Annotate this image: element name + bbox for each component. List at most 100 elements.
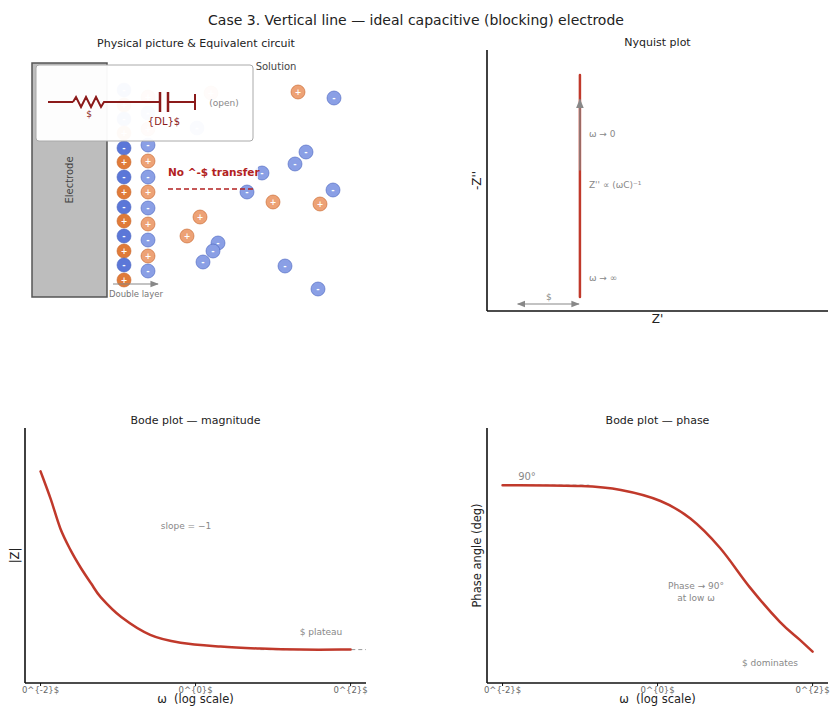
cation <box>313 197 327 211</box>
y-axis-title: |Z| <box>8 548 22 564</box>
ion-sign: + <box>121 247 128 256</box>
capacitor-label: {DL}$ <box>148 116 180 127</box>
wire <box>48 101 73 103</box>
ion-sign: - <box>316 285 319 294</box>
anion <box>141 170 155 184</box>
ion-sign: - <box>146 236 149 245</box>
plot-area <box>579 75 580 297</box>
plot-area <box>41 471 366 649</box>
panel-title: Nyquist plot <box>624 36 691 49</box>
ion-sign: + <box>295 88 302 97</box>
cation <box>117 185 131 199</box>
data-line <box>503 485 813 651</box>
ion-sign: + <box>197 213 204 222</box>
ion-sign: - <box>201 258 204 267</box>
ion-sign: + <box>121 188 128 197</box>
annotation: at low ω <box>677 593 715 603</box>
rs-arrow <box>518 303 579 304</box>
circuit-box <box>36 65 253 141</box>
chart-panel: Bode plot — magnitude0^{-2}$0^{0}$0^{2}$… <box>8 414 368 706</box>
anion <box>141 264 155 278</box>
anion <box>240 185 254 199</box>
annotation: 90° <box>518 471 536 482</box>
ion-sign: - <box>332 94 335 103</box>
resistor-label: $ <box>86 109 92 119</box>
ion-sign: - <box>122 173 125 182</box>
panel-title: Bode plot — phase <box>606 414 710 427</box>
anion <box>196 255 210 269</box>
ion-sign: + <box>121 158 128 167</box>
annotation: $ dominates <box>742 658 798 668</box>
anion <box>117 229 131 243</box>
ion-sign: - <box>122 144 125 153</box>
double-layer-arrow <box>113 283 158 284</box>
anion <box>117 170 131 184</box>
ion-sign: - <box>331 186 334 195</box>
ion-sign: - <box>122 232 125 241</box>
data-line <box>579 75 582 297</box>
panel-title: Physical picture & Equivalent circuit <box>97 37 296 50</box>
x-axis-title: ω (log scale) <box>619 692 696 706</box>
ion-sign: - <box>211 247 214 256</box>
cation <box>180 229 194 243</box>
y-axis <box>486 428 488 683</box>
ion-sign: - <box>304 148 307 157</box>
chart-panel: Bode plot — phase0^{-2}$0^{0}$0^{2}$ω (l… <box>470 414 830 706</box>
ion-sign: - <box>122 261 125 270</box>
x-axis-title: Z' <box>652 312 664 326</box>
omega-direction-arrow <box>579 99 580 170</box>
ion-sign: + <box>317 200 324 209</box>
x-tick-label: 0^{-2}$ <box>22 685 59 695</box>
annotation: ω → ∞ <box>589 273 617 283</box>
x-tick-label: 0^{-2}$ <box>484 685 521 695</box>
y-axis-title: -Z'' <box>470 171 484 190</box>
cation <box>141 249 155 263</box>
x-axis-title: ω (log scale) <box>157 692 234 706</box>
cation <box>117 273 131 287</box>
solution-label: Solution <box>256 61 297 72</box>
open-label: (open) <box>209 98 238 108</box>
cation <box>291 85 305 99</box>
annotation: Z'' ∝ (ωC)⁻¹ <box>589 180 642 190</box>
data-line <box>41 471 351 649</box>
transfer-label: No ^-$ transfer <box>168 166 260 178</box>
anion <box>141 233 155 247</box>
double-layer-label: Double layer <box>109 289 164 299</box>
ion-sign: + <box>145 220 152 229</box>
anion <box>117 258 131 272</box>
ion-sign: - <box>283 262 286 271</box>
ion-sign: - <box>260 169 263 178</box>
figure-title: Case 3. Vertical line — ideal capacitive… <box>208 12 624 28</box>
ion-sign: + <box>184 232 191 241</box>
cation <box>141 217 155 231</box>
anion <box>141 201 155 215</box>
cation <box>141 185 155 199</box>
anion <box>299 145 313 159</box>
anion <box>288 157 302 171</box>
capacitor-plate <box>159 92 162 112</box>
cation <box>193 210 207 224</box>
ion-sign: - <box>146 204 149 213</box>
anion <box>327 91 341 105</box>
ion-sign: - <box>146 267 149 276</box>
anion <box>117 200 131 214</box>
panel-title: Bode plot — magnitude <box>130 414 260 427</box>
y-axis <box>24 428 26 683</box>
ion-sign: + <box>145 188 152 197</box>
cation <box>117 244 131 258</box>
annotation: ω → 0 <box>589 129 616 139</box>
chart-panel: Nyquist plot $ Z' -Z'' ω → 0 Z'' ∝ (ωC)⁻¹ ω → … <box>470 36 828 326</box>
ion-sign: - <box>293 160 296 169</box>
resistor <box>73 97 106 107</box>
cation <box>117 214 131 228</box>
anion <box>206 244 220 258</box>
cation <box>266 195 280 209</box>
blocked-transfer-line <box>168 188 256 190</box>
ion-sign: + <box>145 157 152 166</box>
annotation: Phase → 90° <box>668 581 724 591</box>
x-tick-label: 0^{2}$ <box>334 685 368 695</box>
rs-label: $ <box>546 292 552 302</box>
cation <box>117 155 131 169</box>
anion <box>326 183 340 197</box>
annotation: $ plateau <box>300 627 343 637</box>
